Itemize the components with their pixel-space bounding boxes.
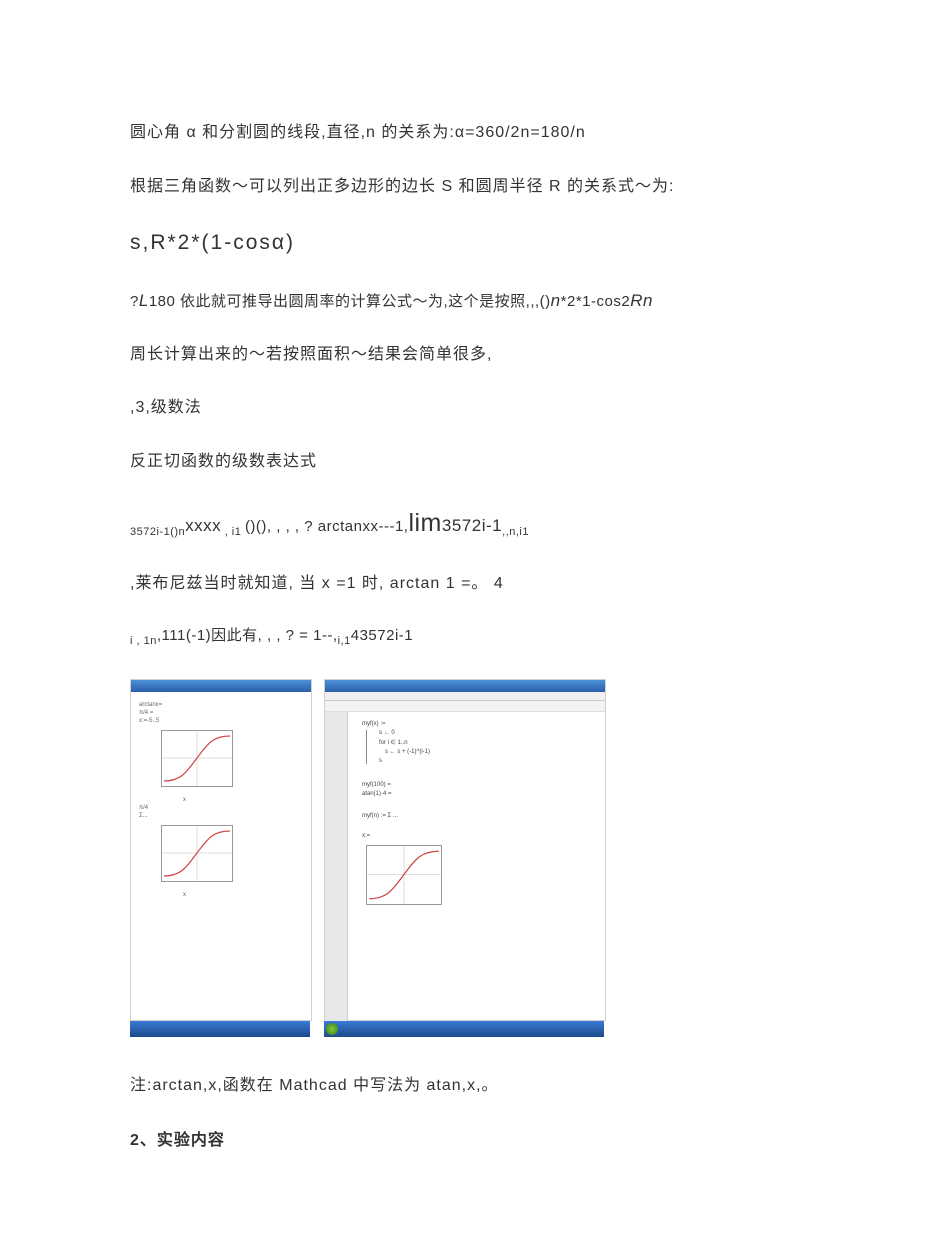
axis-label: x <box>183 797 303 803</box>
eq-text: s <box>379 758 599 764</box>
eq-text: for i ∈ 1..n <box>379 739 599 746</box>
paragraph-7: 注:arctan,x,函数在 Mathcad 中写法为 atan,x,。 <box>130 1073 820 1099</box>
mixed-line-1: ?L180 依此就可推导出圆周率的计算公式～为,这个是按照,,,()n*2*1-… <box>130 287 820 314</box>
eq-text: s ← s + (-1)^(i-1) <box>385 749 599 755</box>
text-frag: *2*1-cos2 <box>561 293 631 310</box>
window-titlebar <box>131 680 311 692</box>
text-frag: ? <box>130 293 139 310</box>
section-heading: 2、实验内容 <box>130 1126 820 1150</box>
paragraph-4: ,3,级数法 <box>130 395 820 421</box>
eq-text: Σ... <box>139 813 303 819</box>
heading-text: 、实验内容 <box>140 1132 225 1149</box>
text-frag: ()(), , , , ? arctanxx---1, <box>245 518 409 535</box>
eq-text: π/4 <box>139 805 303 811</box>
eq-text: arctanx= <box>139 702 303 708</box>
screenshot-left-wrapper: arctanx= π/4 = x:=-5..5 x π/4 Σ... <box>130 679 312 1037</box>
paragraph-2: 根据三角函数～可以列出正多边形的边长 S 和圆周半径 R 的关系式～为: <box>130 174 820 200</box>
text-frag-sub: ,,n,i1 <box>502 526 529 538</box>
chart-arctan-2 <box>161 825 233 882</box>
screenshot-right-body: myf(x) := s ← 0 for i ∈ 1..n s ← s + (-1… <box>325 712 605 1022</box>
eq-text: myf(x) := <box>362 721 599 727</box>
main-panel: myf(x) := s ← 0 for i ∈ 1..n s ← s + (-1… <box>348 712 605 1022</box>
chart-arctan-1 <box>161 730 233 787</box>
text-frag-big: lim <box>408 509 441 537</box>
text-frag-sub: 3572i-1()n <box>130 526 185 538</box>
window-menubar <box>325 692 605 701</box>
text-frag: 43572i-1 <box>351 627 413 644</box>
screenshot-right-wrapper: myf(x) := s ← 0 for i ∈ 1..n s ← s + (-1… <box>324 679 606 1037</box>
eq-text: x:= <box>362 833 599 839</box>
paragraph-5: 反正切函数的级数表达式 <box>130 449 820 475</box>
eq-text: myf(n) := Σ ... <box>362 813 599 819</box>
text-frag-italic: Rn <box>630 291 653 310</box>
eq-text: atan(1)·4 = <box>362 791 599 797</box>
text-frag: 3572i-1 <box>442 516 502 535</box>
eq-text: π/4 = <box>139 710 303 716</box>
paragraph-1: 圆心角 α 和分割圆的线段,直径,n 的关系为:α=360/2n=180/n <box>130 120 820 146</box>
text-frag-italic: L <box>139 291 149 310</box>
taskbar-left <box>130 1021 310 1037</box>
text-frag-italic: n <box>551 291 561 310</box>
screenshot-right: myf(x) := s ← 0 for i ∈ 1..n s ← s + (-1… <box>324 679 606 1021</box>
figure-row: arctanx= π/4 = x:=-5..5 x π/4 Σ... <box>130 679 820 1037</box>
mixed-line-2: 3572i-1()nxxxx , i1 ()(), , , , ? arctan… <box>130 503 820 543</box>
paragraph-3: 周长计算出来的～若按照面积～结果会简单很多, <box>130 342 820 368</box>
taskbar-right <box>324 1021 604 1037</box>
paragraph-6: ,莱布尼兹当时就知道, 当 x =1 时, arctan 1 =。 4 <box>130 571 820 597</box>
start-button-icon <box>326 1023 338 1035</box>
screenshot-left-body: arctanx= π/4 = x:=-5..5 x π/4 Σ... <box>131 692 311 908</box>
window-titlebar <box>325 680 605 692</box>
chart-arctan-3 <box>366 845 442 905</box>
text-frag: xxxx <box>185 516 221 535</box>
text-frag-sub: i,1 <box>338 635 351 647</box>
program-block: s ← 0 for i ∈ 1..n s ← s + (-1)^(i-1) s <box>366 730 599 764</box>
document-page: 圆心角 α 和分割圆的线段,直径,n 的关系为:α=360/2n=180/n 根… <box>0 0 950 1254</box>
screenshot-left: arctanx= π/4 = x:=-5..5 x π/4 Σ... <box>130 679 312 1021</box>
text-frag: 180 依此就可推导出圆周率的计算公式～为,这个是按照,,,() <box>149 293 551 310</box>
axis-label: x <box>183 892 303 898</box>
heading-number: 2 <box>130 1132 140 1149</box>
formula-1: s,R*2*(1-cosα) <box>130 227 820 259</box>
eq-text: s ← 0 <box>379 730 599 736</box>
eq-text: x:=-5..5 <box>139 718 303 724</box>
window-toolbar <box>325 701 605 712</box>
text-frag-sub: , i1 <box>221 526 245 538</box>
text-frag-sub: i , 1n <box>130 635 157 647</box>
eq-text: myf(100) = <box>362 782 599 788</box>
sidebar-panel <box>325 712 348 1022</box>
text-frag: ,111(-1)因此有, , , ? = 1--, <box>157 627 338 644</box>
mixed-line-3: i , 1n,111(-1)因此有, , , ? = 1--,i,143572i… <box>130 624 820 651</box>
